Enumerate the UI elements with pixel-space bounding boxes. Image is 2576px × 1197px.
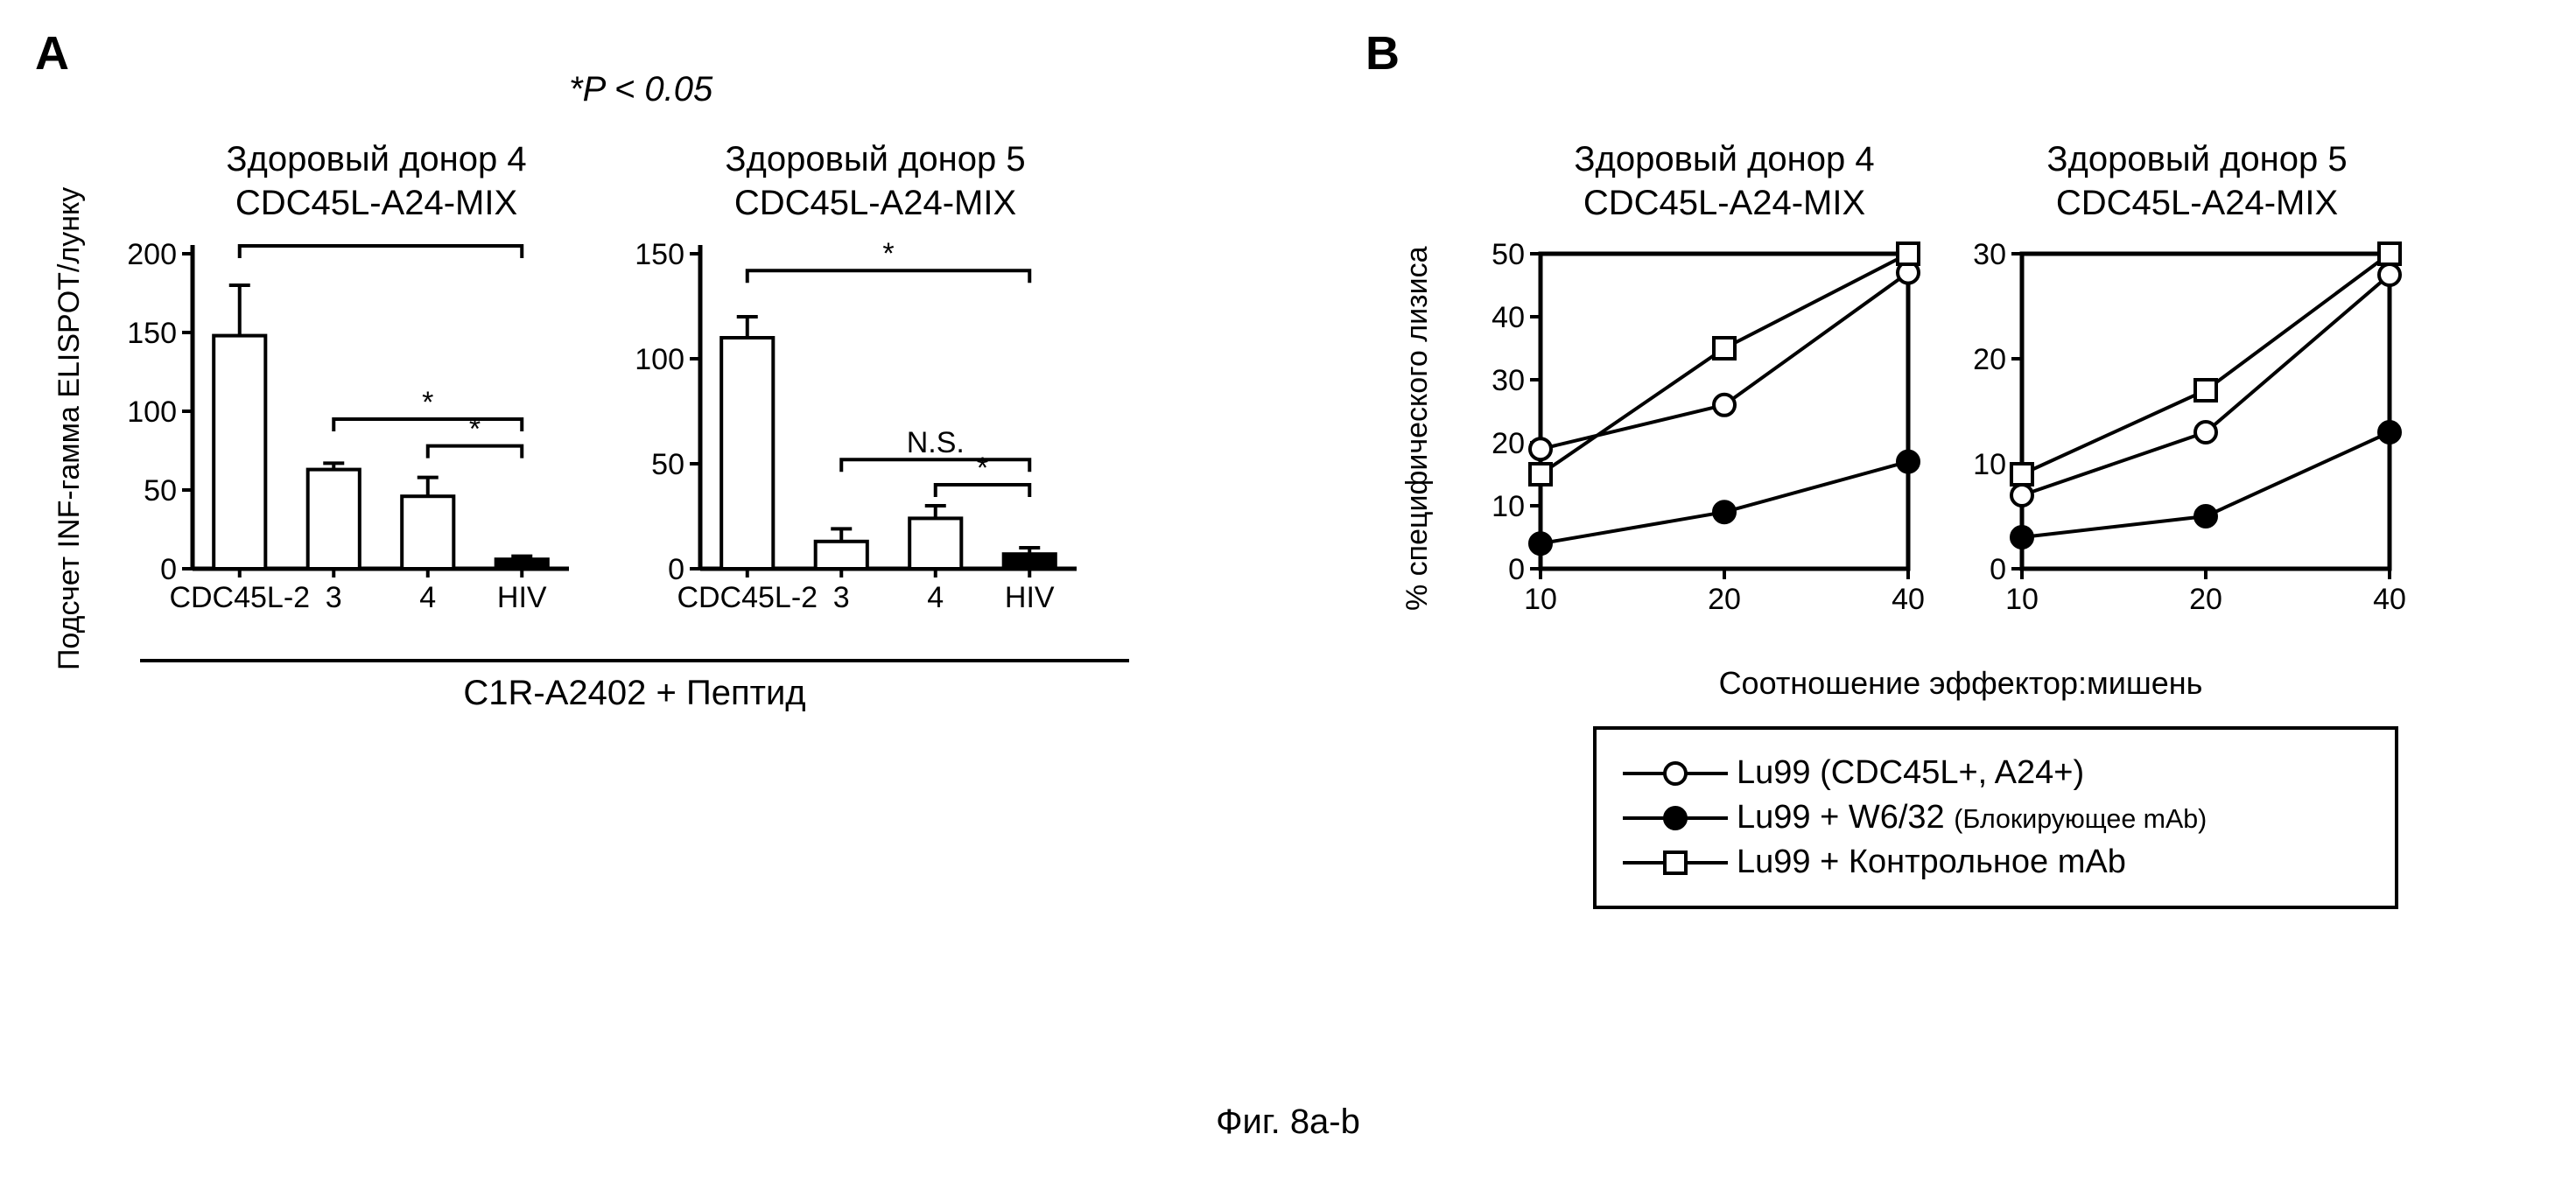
- svg-text:*: *: [882, 237, 894, 270]
- panel-b-chart2-donor: Здоровый донор 5: [1996, 140, 2398, 179]
- svg-text:0: 0: [1508, 553, 1525, 586]
- panel-b-chart2: 0102030102040: [1952, 236, 2442, 656]
- legend-item-2: Lu99 + W6/32 (Блокирующее mAb): [1623, 799, 2369, 836]
- svg-text:40: 40: [2373, 583, 2406, 616]
- panel-a-y-axis-label: Подсчет INF-гамма ELISPOT/лунку: [53, 158, 87, 700]
- svg-text:40: 40: [1492, 301, 1525, 334]
- svg-text:20: 20: [1973, 343, 2006, 376]
- panel-b-chart1-mix: CDC45L-A24-MIX: [1523, 184, 1926, 223]
- panel-a-chart1-donor: Здоровый донор 4: [175, 140, 578, 179]
- panel-a-x-axis-group-label: C1R-A2402 + Пептид: [140, 674, 1129, 713]
- svg-text:10: 10: [2005, 583, 2039, 616]
- svg-text:CDC45L-2: CDC45L-2: [677, 581, 818, 614]
- svg-text:100: 100: [127, 396, 177, 429]
- panel-a-x-axis-line: [140, 656, 1129, 665]
- p-value-text-inner: *P < 0.05: [569, 70, 712, 108]
- panel-b-y-axis-label: % специфического лизиса: [1400, 158, 1435, 700]
- svg-text:100: 100: [635, 343, 684, 376]
- panel-a-chart2-mix: CDC45L-A24-MIX: [674, 184, 1077, 223]
- svg-text:150: 150: [127, 317, 177, 350]
- panel-a-chart1: 050100150200CDC45L-234HIV***: [123, 236, 639, 656]
- legend-text-2-small: (Блокирующее mAb): [1954, 804, 2207, 834]
- legend-item-3: Lu99 + Контрольное mAb: [1623, 844, 2369, 881]
- panel-b-chart1: 01020304050102040: [1470, 236, 1961, 656]
- panel-b-chart2-mix: CDC45L-A24-MIX: [1996, 184, 2398, 223]
- svg-text:10: 10: [1524, 583, 1557, 616]
- svg-text:CDC45L-2: CDC45L-2: [169, 581, 310, 614]
- svg-text:150: 150: [635, 238, 684, 271]
- svg-text:0: 0: [1990, 553, 2006, 586]
- svg-text:HIV: HIV: [497, 581, 547, 614]
- svg-text:20: 20: [1708, 583, 1741, 616]
- svg-text:3: 3: [833, 581, 850, 614]
- svg-text:10: 10: [1492, 490, 1525, 523]
- svg-text:30: 30: [1973, 238, 2006, 271]
- svg-text:40: 40: [1892, 583, 1925, 616]
- svg-text:4: 4: [419, 581, 436, 614]
- panel-a-chart2-donor: Здоровый донор 5: [674, 140, 1077, 179]
- svg-text:30: 30: [1492, 364, 1525, 397]
- panel-b-x-axis-label: Соотношение эффектор:мишень: [1523, 665, 2398, 702]
- panel-a-chart2: 050100150CDC45L-234HIV*N.S.*: [630, 236, 1147, 656]
- svg-text:50: 50: [1492, 238, 1525, 271]
- svg-text:4: 4: [927, 581, 944, 614]
- figure-caption: Фиг. 8a-b: [0, 1102, 2576, 1142]
- svg-text:N.S.: N.S.: [907, 426, 965, 459]
- svg-text:200: 200: [127, 238, 177, 271]
- svg-text:*: *: [422, 386, 433, 419]
- legend-box: Lu99 (CDC45L+, A24+) Lu99 + W6/32 (Блоки…: [1593, 726, 2398, 909]
- legend-text-2: Lu99 + W6/32 (Блокирующее mAb): [1737, 799, 2207, 836]
- panel-b-label: B: [1365, 26, 1400, 80]
- svg-text:3: 3: [326, 581, 342, 614]
- svg-text:*: *: [375, 236, 386, 246]
- svg-text:*: *: [469, 413, 481, 446]
- legend-text-3: Lu99 + Контрольное mAb: [1737, 844, 2126, 881]
- panel-a-chart1-mix: CDC45L-A24-MIX: [175, 184, 578, 223]
- legend-text-1: Lu99 (CDC45L+, A24+): [1737, 754, 2084, 792]
- svg-text:HIV: HIV: [1005, 581, 1055, 614]
- figure-container: A *P < 0.05 Подсчет INF-гамма ELISPOT/лу…: [0, 0, 2576, 1197]
- svg-text:20: 20: [1492, 427, 1525, 460]
- legend-text-2-main: Lu99 + W6/32: [1737, 799, 1954, 836]
- svg-text:*: *: [977, 452, 988, 485]
- legend-item-1: Lu99 (CDC45L+, A24+): [1623, 754, 2369, 792]
- svg-text:50: 50: [144, 474, 177, 508]
- svg-text:50: 50: [651, 448, 684, 481]
- panel-b-chart1-donor: Здоровый донор 4: [1523, 140, 1926, 179]
- panel-a-label: A: [35, 26, 69, 80]
- p-value-text: *P < 0.05: [569, 70, 712, 109]
- svg-text:10: 10: [1973, 448, 2006, 481]
- svg-text:20: 20: [2189, 583, 2222, 616]
